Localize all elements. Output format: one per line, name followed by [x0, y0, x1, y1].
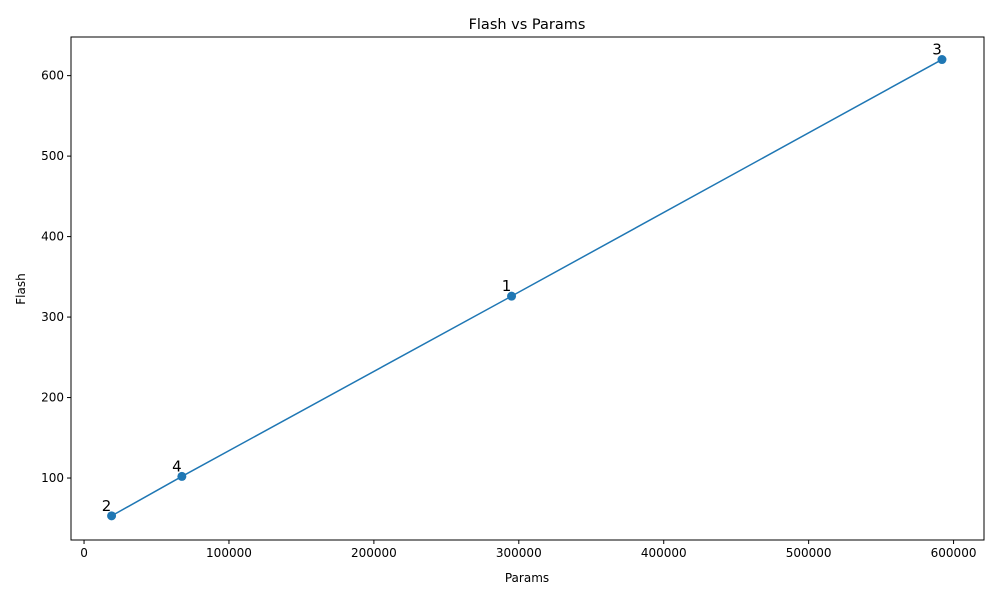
plot-frame: [70, 36, 985, 541]
x-tick-label: 600000: [931, 546, 977, 560]
x-tick-label: 400000: [641, 546, 687, 560]
x-tick-label: 200000: [351, 546, 397, 560]
series-group: 2 4 1 3: [102, 41, 947, 521]
y-tick-label: 300: [41, 310, 64, 324]
y-axis-title: Flash: [14, 273, 28, 304]
y-tick-label: 400: [41, 230, 64, 244]
data-point: [937, 55, 947, 65]
data-point: [507, 291, 517, 301]
y-axis-ticks: 100 200 300 400 500 600: [41, 69, 71, 485]
data-point-label: 2: [102, 497, 112, 515]
y-tick-label: 100: [41, 471, 64, 485]
x-tick-label: 300000: [496, 546, 542, 560]
chart-title: Flash vs Params: [469, 17, 586, 33]
series-line: [111, 58, 943, 517]
data-point-label: 1: [502, 277, 512, 295]
x-axis-title: Params: [505, 571, 549, 585]
x-tick-label: 500000: [786, 546, 832, 560]
y-tick-label: 500: [41, 149, 64, 163]
x-tick-label: 100000: [206, 546, 252, 560]
x-tick-label: 0: [80, 546, 88, 560]
x-axis-ticks: 0 100000 200000 300000 400000 500000 600000: [80, 540, 976, 560]
data-point-label: 3: [932, 41, 942, 59]
data-point: [177, 471, 187, 481]
y-tick-label: 600: [41, 69, 64, 83]
data-point-label: 4: [172, 457, 182, 475]
y-tick-label: 200: [41, 391, 64, 405]
data-point: [107, 511, 117, 521]
